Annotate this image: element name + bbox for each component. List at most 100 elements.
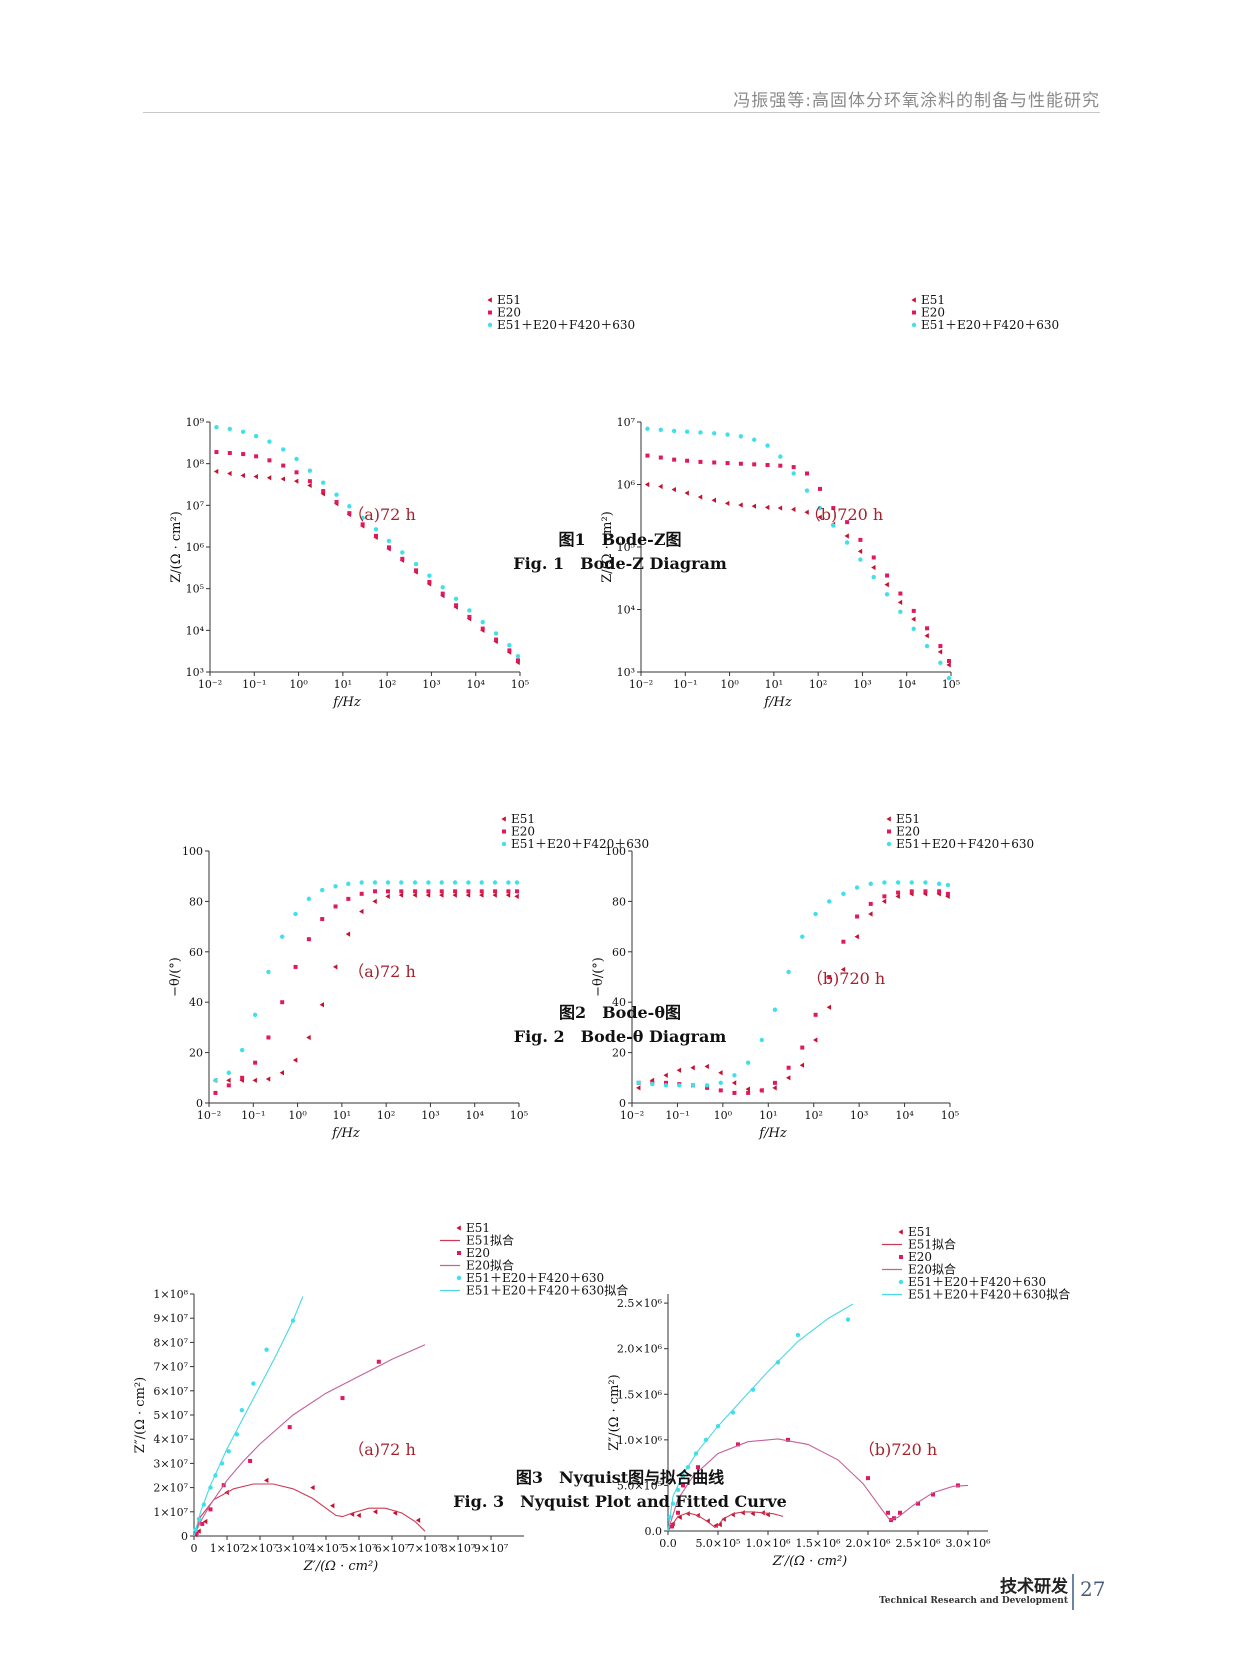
data-point-mix [658,427,664,433]
data-point-e20 [479,889,484,894]
data-point-e20 [194,1531,199,1536]
data-point-e51 [895,893,900,899]
data-point-e20 [241,452,246,457]
data-point-mix [400,550,405,555]
legend-label: E51＋E20＋F420＋630 [511,837,649,851]
data-point-e51 [718,1070,723,1076]
y-tick-label: 2.0×10⁶ [617,1343,663,1356]
data-point-mix [293,911,298,917]
data-point-e20 [804,471,809,476]
data-point-mix [487,322,493,328]
x-tick-label: 1×10⁷ [210,1542,245,1555]
data-point-e20 [855,914,860,919]
data-point-e20 [911,608,916,613]
x-tick-label: 8×10⁷ [441,1542,476,1555]
bode-theta-chart-72h: 10⁻² 10⁻¹ 10⁰ 10¹ 10² 10³ 10⁴ 10⁵ 0 20 40 60 80 100 f/… [168,812,649,1141]
data-point-e20 [439,889,444,894]
y-tick-label: 2×10⁷ [153,1482,188,1495]
y-axis-label: Z/(Ω · cm²) [600,511,615,583]
plot-area: 0.0 5.0×10⁵ 1.0×10⁶ 1.5×10⁶ 2.0×10⁶ 2.5×10⁶ 3.… [607,1225,1070,1569]
data-point-mix [690,1083,696,1088]
data-point-mix [456,1275,462,1281]
y-tick-label: 1.5×10⁶ [617,1388,663,1401]
data-point-e20 [200,1521,205,1526]
data-point-e20 [827,975,832,979]
data-point-e51 [252,1077,257,1083]
data-point-e51 [764,504,770,511]
data-point-e51 [937,649,943,655]
y-tick-label: 10⁴ [617,604,636,617]
data-point-e20 [938,644,943,649]
data-point-e20 [306,937,311,942]
data-point-e20 [899,1255,903,1259]
data-point-mix [214,425,219,430]
x-tick-label: 10⁻¹ [241,1109,265,1122]
fit-curve-mix [667,1303,854,1532]
data-point-e51 [415,1517,421,1523]
data-point-e20 [346,896,351,901]
legend-label: E51＋E20＋F420＋630拟合 [466,1283,628,1298]
data-point-mix [938,660,943,666]
data-point-e51 [745,1086,750,1092]
data-point-mix [911,626,916,632]
plot-area: 0 1×10⁷2×10⁷3×10⁷4×10⁷5×10⁷6×10⁷7×10⁷8×10… [133,1221,628,1574]
nyquist-chart-72h: 0 1×10⁷2×10⁷3×10⁷4×10⁷5×10⁷6×10⁷7×10⁷8×10… [133,1221,628,1574]
x-axis-label: Z′/(Ω · cm²) [772,1554,848,1569]
x-axis-label: Z′/(Ω · cm²) [303,1559,379,1574]
data-point-e51 [356,1512,361,1519]
data-point-e51 [227,470,232,477]
figure2-caption-cn: 图2 Bode-θ图 [558,1003,681,1022]
x-tick-label: 9×10⁷ [474,1542,509,1555]
data-point-e20 [736,1442,740,1447]
y-tick-label: 9×10⁷ [153,1312,188,1325]
data-point-e20 [266,1035,271,1040]
legend-label: E51拟合 [466,1233,514,1248]
data-point-e20 [786,1437,790,1442]
data-point-e20 [502,829,506,834]
data-point-e20 [334,500,339,505]
y-tick-label: 7×10⁷ [153,1361,188,1374]
data-point-mix [306,896,312,902]
data-point-mix [266,969,271,975]
data-point-mix [507,642,512,648]
data-point-mix [712,431,717,436]
data-point-mix [884,592,890,597]
data-point-mix [467,608,472,613]
data-point-mix [841,891,846,897]
x-tick-label: 10¹ [333,1109,351,1122]
data-point-mix [307,468,313,473]
data-point-e20 [373,533,378,538]
data-point-e51 [812,1037,818,1043]
y-tick-label: 1×10⁸ [153,1288,188,1301]
data-point-mix [386,538,392,544]
legend-label: E20 [511,825,535,839]
fit-curve-mix [193,1296,304,1537]
data-point-e20 [663,1080,668,1085]
plot-area: 10⁻² 10⁻¹ 10⁰ 10¹ 10² 10³ 10⁴ 10⁵ 10³ 10⁴ 10⁵ 10⁶ 10… [169,293,635,710]
data-point-e20 [333,904,338,909]
data-point-e20 [925,626,930,631]
bode-z-chart-72h: 10⁻² 10⁻¹ 10⁰ 10¹ 10² 10³ 10⁴ 10⁵ 10³ 10⁴ 10⁵ 10⁶ 10… [169,293,635,710]
data-point-e51 [213,468,219,475]
data-point-e51 [804,509,809,515]
data-point-e20 [898,591,903,596]
data-point-e51 [505,892,511,898]
data-point-mix [372,880,378,885]
data-point-e20 [752,462,757,467]
legend: E51E51拟合E20E20拟合E51＋E20＋F420＋630E51＋E20＋… [882,1225,1070,1302]
y-tick-label: 10⁶ [186,541,205,554]
data-point-e51 [385,893,390,899]
data-point-e20 [868,901,873,906]
legend-label: E51 [908,1225,932,1239]
data-point-mix [373,527,379,532]
data-point-mix [732,1073,737,1078]
y-axis-label: Z″/(Ω · cm²) [607,1374,622,1450]
legend-label: E51＋E20＋F420＋630拟合 [908,1287,1070,1302]
data-point-e51 [777,505,783,511]
data-point-e20 [454,603,459,608]
data-point-e20 [506,889,511,894]
fit-curve-e20 [193,1344,426,1537]
bode-z-chart-720h: 10⁻² 10⁻¹ 10⁰ 10¹ 10² 10³ 10⁴ 10⁵ 10³ 10⁴ 10⁵ 10⁶ 10… [600,293,1059,710]
data-point-mix [267,439,272,444]
data-point-mix [854,885,860,890]
